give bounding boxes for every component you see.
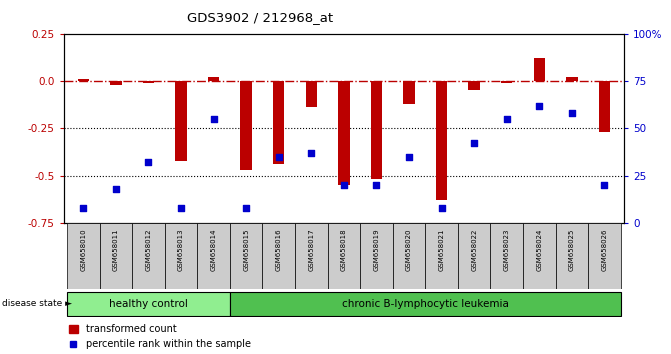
Text: chronic B-lymphocytic leukemia: chronic B-lymphocytic leukemia [342, 298, 509, 309]
Text: GSM658019: GSM658019 [374, 228, 380, 271]
Text: GSM658024: GSM658024 [536, 228, 542, 271]
Bar [240, 81, 252, 170]
Bar [262, 223, 295, 289]
Bar [393, 223, 425, 289]
Text: GDS3902 / 212968_at: GDS3902 / 212968_at [187, 11, 333, 24]
Text: GSM658013: GSM658013 [178, 228, 184, 271]
Bar [371, 81, 382, 179]
Bar [468, 81, 480, 90]
Text: healthy control: healthy control [109, 298, 188, 309]
Bar [295, 223, 327, 289]
Bar [67, 223, 99, 289]
Text: disease state ►: disease state ► [2, 299, 72, 308]
Bar [110, 81, 121, 85]
Point [78, 205, 89, 211]
Text: GSM658017: GSM658017 [308, 228, 314, 271]
Bar [458, 223, 491, 289]
Text: GSM658023: GSM658023 [504, 228, 510, 271]
Bar [556, 223, 588, 289]
Bar [230, 223, 262, 289]
Point [501, 116, 512, 122]
Bar [99, 223, 132, 289]
Point [566, 110, 577, 116]
Bar [599, 81, 610, 132]
Point [111, 186, 121, 192]
Point [338, 182, 349, 188]
Text: GSM658011: GSM658011 [113, 228, 119, 271]
Bar [523, 223, 556, 289]
Text: GSM658015: GSM658015 [243, 228, 249, 271]
Bar [403, 81, 415, 104]
Bar [436, 81, 448, 200]
Point [469, 141, 480, 146]
Text: GSM658018: GSM658018 [341, 228, 347, 271]
Text: GSM658020: GSM658020 [406, 228, 412, 271]
Bar [132, 223, 164, 289]
Bar [208, 77, 219, 81]
Point [143, 160, 154, 165]
Point [404, 154, 415, 160]
Bar [67, 292, 230, 315]
Bar [588, 223, 621, 289]
Point [273, 154, 284, 160]
Bar [175, 81, 187, 160]
Point [176, 205, 187, 211]
Bar [197, 223, 230, 289]
Bar [164, 223, 197, 289]
Legend: transformed count, percentile rank within the sample: transformed count, percentile rank withi… [68, 324, 251, 349]
Bar [360, 223, 393, 289]
Point [371, 182, 382, 188]
Text: GSM658016: GSM658016 [276, 228, 282, 271]
Bar [491, 223, 523, 289]
Bar [566, 77, 578, 81]
Bar [425, 223, 458, 289]
Bar [338, 81, 350, 185]
Text: GSM658021: GSM658021 [439, 228, 445, 271]
Bar [273, 81, 285, 164]
Text: GSM658014: GSM658014 [211, 228, 217, 271]
Point [436, 205, 447, 211]
Point [599, 182, 610, 188]
Bar [533, 58, 545, 81]
Point [208, 116, 219, 122]
Bar [327, 223, 360, 289]
Bar [143, 81, 154, 83]
Point [534, 103, 545, 108]
Text: GSM658010: GSM658010 [81, 228, 87, 271]
Bar [305, 81, 317, 108]
Text: GSM658012: GSM658012 [146, 228, 152, 271]
Point [306, 150, 317, 156]
Text: GSM658022: GSM658022 [471, 228, 477, 271]
Bar [501, 81, 513, 83]
Point [241, 205, 252, 211]
Bar [78, 79, 89, 81]
Bar [230, 292, 621, 315]
Text: GSM658026: GSM658026 [601, 228, 607, 271]
Text: GSM658025: GSM658025 [569, 228, 575, 271]
